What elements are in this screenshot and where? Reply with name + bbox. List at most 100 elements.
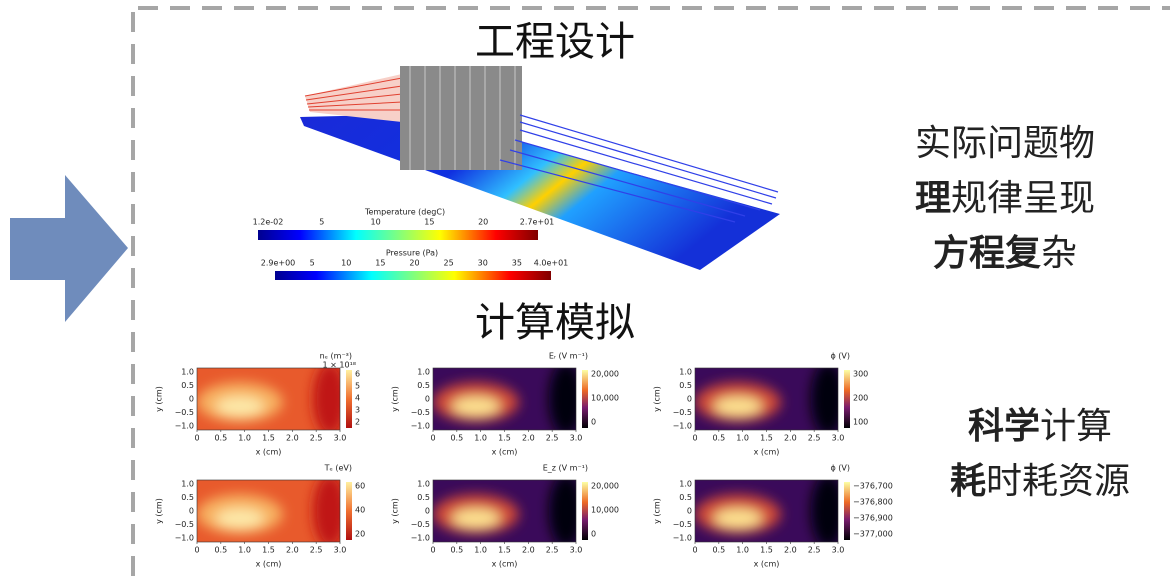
colorbar: [844, 370, 850, 428]
x-tick-label: 3.0: [334, 434, 347, 443]
colorbar-tick: 2.7e+01: [520, 218, 555, 227]
colorbar-tick: 3: [355, 406, 360, 415]
arrow: [10, 175, 128, 322]
colorbar-title: Temperature (degC): [364, 208, 445, 217]
y-tick-label: 0: [189, 507, 194, 516]
x-tick-label: 1.5: [262, 434, 275, 443]
x-axis-label: x (cm): [256, 448, 282, 457]
x-tick-label: 0: [692, 546, 697, 555]
y-tick-label: −1.0: [175, 534, 194, 543]
blob: [713, 508, 763, 529]
heatmap-blobs: [433, 480, 576, 542]
blob: [312, 480, 340, 542]
note-line: 耗时耗资源: [950, 461, 1130, 502]
blob: [312, 368, 340, 430]
panel-title: Tₑ (eV): [324, 464, 352, 473]
y-tick-label: 0.5: [417, 493, 430, 502]
note-text: 杂: [1041, 233, 1077, 274]
heading: 工程设计: [475, 19, 635, 65]
colorbar-tick: 10,000: [591, 506, 619, 515]
y-tick-label: 1.0: [417, 368, 430, 377]
x-tick-label: 0.5: [712, 434, 725, 443]
colorbar-tick: 1.2e-02: [253, 218, 284, 227]
x-tick-label: 3.0: [570, 546, 583, 555]
colorbar-tick: 15: [375, 259, 385, 268]
y-axis-label: y (cm): [391, 386, 400, 412]
y-tick-label: 0: [425, 395, 430, 404]
x-tick-label: 2.5: [546, 434, 559, 443]
panel-title: Eᵣ (V m⁻¹): [549, 352, 588, 361]
colorbar-tick: 20,000: [591, 370, 619, 379]
y-axis-label: y (cm): [653, 386, 662, 412]
x-tick-label: 2.5: [310, 546, 323, 555]
note-text: 方程复: [933, 233, 1041, 274]
y-tick-label: −1.0: [411, 422, 430, 431]
y-tick-label: 0.5: [679, 381, 692, 390]
x-tick-label: 1.0: [736, 546, 749, 555]
heatmap: [695, 480, 838, 542]
colorbar: [582, 370, 588, 428]
colorbar-tick: 20,000: [591, 482, 619, 491]
y-axis-label: y (cm): [653, 498, 662, 524]
colorbar: [582, 482, 588, 540]
colorbar-tick: 20: [409, 259, 419, 268]
y-tick-label: −0.5: [411, 520, 430, 529]
x-tick-label: 2.0: [286, 434, 299, 443]
heatmap: [433, 480, 576, 542]
colorbar-tick: 10: [341, 259, 351, 268]
y-tick-label: 1.0: [181, 368, 194, 377]
colorbar-tick: 15: [424, 218, 434, 227]
y-tick-label: 0.5: [417, 381, 430, 390]
x-tick-label: 1.0: [736, 434, 749, 443]
y-tick-label: 0.5: [181, 381, 194, 390]
colorbar-tick: −376,700: [853, 482, 893, 491]
x-axis-label: x (cm): [754, 560, 780, 569]
x-tick-label: 2.5: [310, 434, 323, 443]
x-tick-label: 2.0: [522, 546, 535, 555]
x-tick-label: 0.5: [450, 546, 463, 555]
colorbar-tick: 5: [355, 382, 360, 391]
colorbar-tick: 10,000: [591, 394, 619, 403]
y-tick-label: 0: [189, 395, 194, 404]
y-tick-label: −0.5: [175, 520, 194, 529]
x-tick-label: 1.5: [498, 546, 511, 555]
note-text: 科学: [968, 405, 1040, 447]
heatmap: [695, 368, 838, 430]
note-line: 方程复杂: [933, 233, 1077, 274]
colorbar-tick: 60: [355, 482, 365, 491]
x-tick-label: 0.5: [712, 546, 725, 555]
colorbar-tick: 0: [591, 530, 596, 539]
y-tick-label: −0.5: [673, 520, 692, 529]
heatmap: [197, 368, 340, 430]
engineering-visual: [258, 66, 780, 280]
y-tick-label: 1.0: [679, 480, 692, 489]
x-tick-label: 0.5: [214, 546, 227, 555]
x-tick-label: 2.5: [808, 434, 821, 443]
x-tick-label: 0: [194, 434, 199, 443]
colorbar-tick: 4.0e+01: [534, 259, 569, 268]
colorbar-tick: 100: [853, 418, 868, 427]
y-tick-label: 0: [687, 507, 692, 516]
blob: [451, 396, 501, 417]
colorbar-tick: 0: [591, 418, 596, 427]
note-text: 耗: [950, 461, 986, 502]
colorbar-tick: 5: [310, 259, 315, 268]
x-tick-label: 0: [430, 434, 435, 443]
x-axis-label: x (cm): [754, 448, 780, 457]
note-line: 实际问题物: [915, 123, 1095, 164]
blob: [713, 396, 763, 417]
y-tick-label: 0.5: [181, 493, 194, 502]
x-tick-label: 3.0: [570, 434, 583, 443]
colorbar-tick: 300: [853, 370, 868, 379]
colorbar-tick: 20: [478, 218, 488, 227]
x-tick-label: 2.0: [522, 434, 535, 443]
y-axis-label: y (cm): [391, 498, 400, 524]
colorbar-tick: 35: [512, 259, 522, 268]
panel-title: E_z (V m⁻¹): [543, 464, 588, 473]
heatmap-blobs: [695, 368, 838, 430]
heatmap: [197, 480, 340, 542]
y-tick-label: −1.0: [175, 422, 194, 431]
x-tick-label: 3.0: [334, 546, 347, 555]
x-axis-label: x (cm): [492, 448, 518, 457]
x-tick-label: 2.5: [808, 546, 821, 555]
